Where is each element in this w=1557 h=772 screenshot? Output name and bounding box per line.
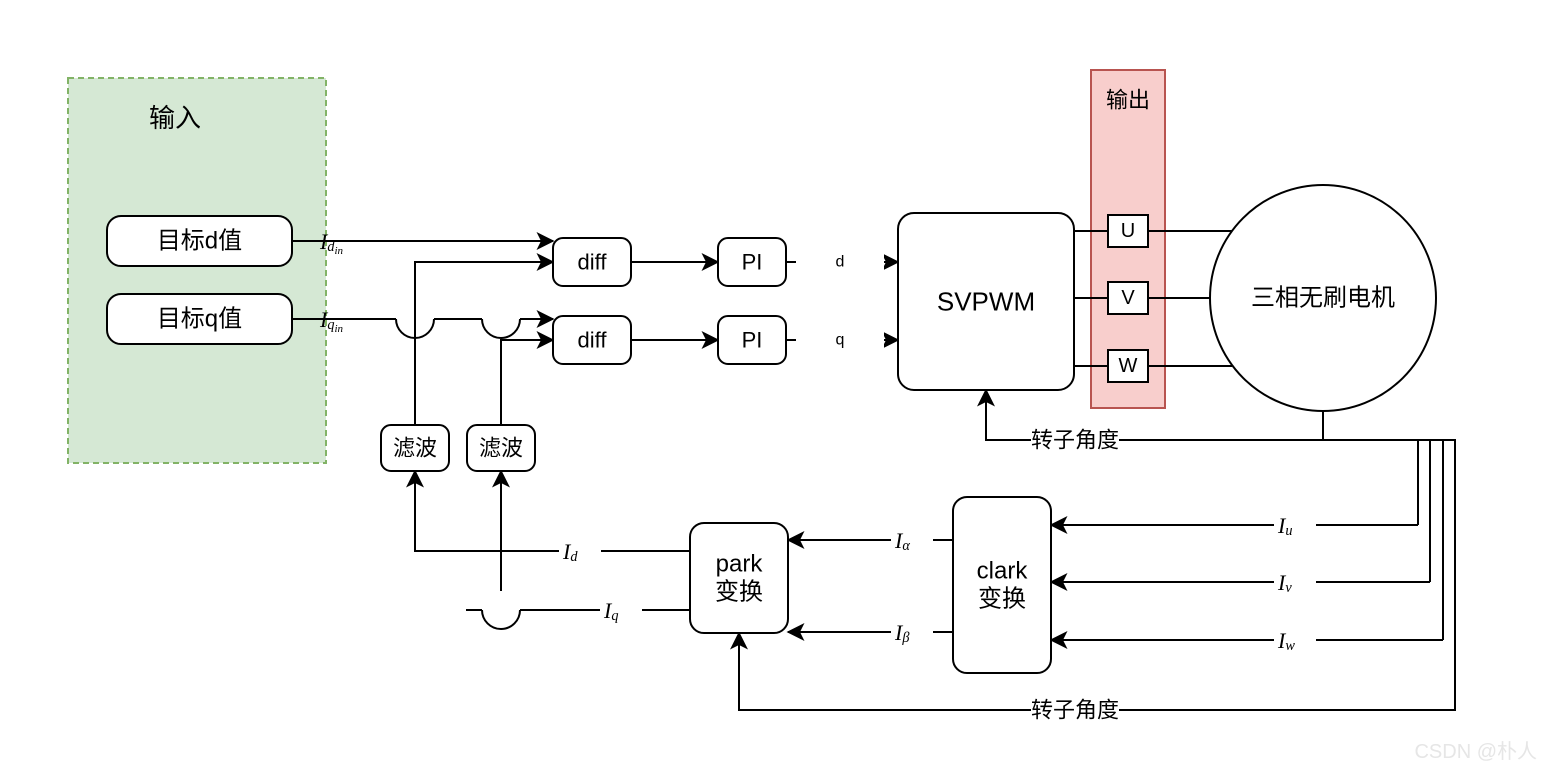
- svg-text:变换: 变换: [978, 586, 1026, 613]
- svg-text:输出: 输出: [1106, 88, 1150, 113]
- svg-text:q: q: [836, 332, 845, 349]
- svg-text:转子角度: 转子角度: [1031, 428, 1119, 453]
- svg-text:diff: diff: [578, 250, 608, 275]
- svg-text:park: park: [716, 551, 764, 578]
- svg-text:目标q值: 目标q值: [157, 306, 242, 333]
- svg-text:输入: 输入: [149, 103, 201, 133]
- svg-text:转子角度: 转子角度: [1031, 698, 1119, 723]
- svg-text:PI: PI: [742, 328, 763, 353]
- svg-text:clark: clark: [977, 558, 1029, 585]
- svg-text:diff: diff: [578, 328, 608, 353]
- svg-text:CSDN @朴人: CSDN @朴人: [1414, 740, 1537, 763]
- svg-text:d: d: [836, 254, 845, 271]
- svg-text:PI: PI: [742, 250, 763, 275]
- svg-text:滤波: 滤波: [393, 436, 437, 461]
- svg-text:滤波: 滤波: [479, 436, 523, 461]
- svg-text:U: U: [1121, 220, 1135, 242]
- svg-text:Iqin: Iqin: [319, 307, 344, 336]
- svg-text:变换: 变换: [715, 579, 763, 606]
- svg-text:W: W: [1119, 355, 1138, 377]
- svg-text:SVPWM: SVPWM: [937, 287, 1035, 317]
- svg-text:Idin: Idin: [319, 229, 344, 258]
- svg-text:目标d值: 目标d值: [157, 228, 242, 255]
- svg-text:V: V: [1121, 287, 1135, 309]
- motor: 三相无刷电机: [1251, 285, 1395, 312]
